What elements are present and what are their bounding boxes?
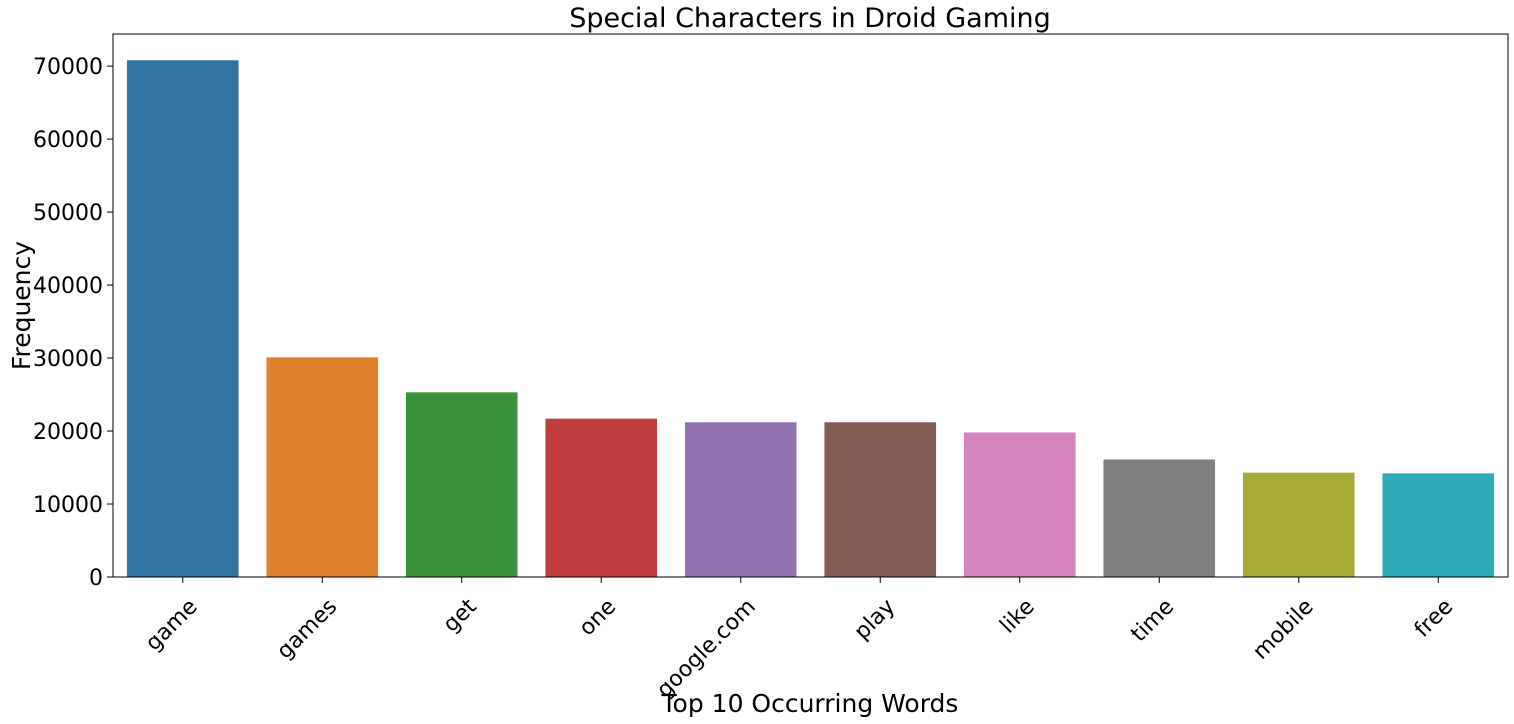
y-axis-label: Frequency xyxy=(7,241,36,370)
bar-google-com xyxy=(684,422,797,577)
bar-one xyxy=(545,418,658,577)
x-tick-label: game xyxy=(141,594,203,656)
x-tick-label: mobile xyxy=(1248,594,1318,664)
x-tick-label: games xyxy=(272,594,342,664)
y-tick-label: 0 xyxy=(89,566,103,591)
x-tick-label: free xyxy=(1410,594,1458,642)
x-tick-label: time xyxy=(1126,594,1179,647)
y-tick-label: 70000 xyxy=(33,55,103,80)
bar-get xyxy=(405,392,518,577)
plot-frame xyxy=(112,33,1509,578)
chart-title: Special Characters in Droid Gaming xyxy=(569,3,1051,34)
x-tick-label: one xyxy=(575,594,622,641)
bar-mobile xyxy=(1242,472,1355,577)
y-tick-label: 30000 xyxy=(33,347,103,372)
bar-play xyxy=(824,422,937,577)
y-tick-label: 40000 xyxy=(33,274,103,299)
bar-game xyxy=(126,60,239,578)
y-tick-label: 10000 xyxy=(33,493,103,518)
y-tick-label: 50000 xyxy=(33,201,103,226)
x-tick-label: google.com xyxy=(652,594,761,703)
bars-group xyxy=(126,60,1495,578)
bar-games xyxy=(266,357,379,577)
bar-like xyxy=(963,432,1076,577)
bar-time xyxy=(1103,459,1216,577)
x-tick-label: like xyxy=(995,594,1039,638)
x-axis-ticks: game games get one google.com play like time mob… xyxy=(141,577,1458,703)
y-axis-ticks: 0 10000 20000 30000 40000 50000 60000 70000 xyxy=(33,55,113,591)
y-tick-label: 60000 xyxy=(33,128,103,153)
x-tick-label: play xyxy=(850,594,901,645)
bar-free xyxy=(1382,473,1495,577)
y-tick-label: 20000 xyxy=(33,420,103,445)
x-tick-label: get xyxy=(439,594,482,637)
x-axis-label: Top 10 Occurring Words xyxy=(661,689,959,718)
